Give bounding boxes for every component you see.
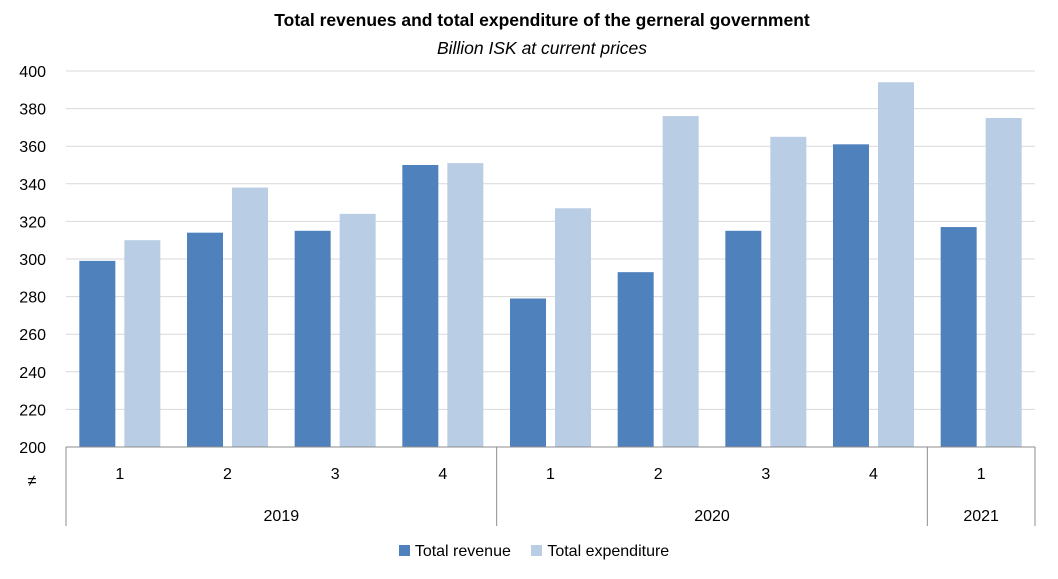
bar-expenditure <box>555 208 591 447</box>
x-group-label: 2021 <box>963 508 999 525</box>
bar-revenue <box>402 165 438 447</box>
x-group-label: 2019 <box>264 508 300 525</box>
legend-label-revenue: Total revenue <box>415 543 511 560</box>
y-tick-label: 320 <box>19 214 46 231</box>
x-tick-label: 4 <box>869 466 878 483</box>
y-tick-label: 340 <box>19 177 46 194</box>
x-tick-label: 4 <box>438 466 447 483</box>
bar-expenditure <box>878 82 914 447</box>
bar-revenue <box>725 231 761 447</box>
bar-revenue <box>187 233 223 447</box>
axis-break-icon: ≠ <box>28 473 37 490</box>
legend: Total revenue Total expenditure <box>0 543 1058 561</box>
bar-revenue <box>295 231 331 447</box>
bar-expenditure <box>447 163 483 447</box>
legend-label-expenditure: Total expenditure <box>547 543 669 560</box>
bar-expenditure <box>986 118 1022 447</box>
chart-canvas: 200 220 240 260 280 300 320 340 360 380 400 1 2 3 4 1 2 3… <box>0 0 1058 579</box>
y-tick-label: 300 <box>19 252 46 269</box>
bars <box>79 82 1021 447</box>
y-tick-label: 220 <box>19 402 46 419</box>
bar-revenue <box>79 261 115 447</box>
bar-revenue <box>941 227 977 447</box>
legend-swatch-revenue <box>399 545 410 556</box>
bar-expenditure <box>770 137 806 447</box>
bar-expenditure <box>663 116 699 447</box>
y-tick-label: 400 <box>19 64 46 81</box>
x-tick-label: 3 <box>761 466 770 483</box>
x-tick-label: 2 <box>223 466 232 483</box>
bar-expenditure <box>232 188 268 447</box>
legend-item-revenue: Total revenue <box>399 543 511 561</box>
legend-item-expenditure: Total expenditure <box>531 543 669 561</box>
x-tick-label: 3 <box>331 466 340 483</box>
bar-revenue <box>618 272 654 447</box>
x-tick-label: 1 <box>546 466 555 483</box>
x-tick-label: 2 <box>654 466 663 483</box>
y-tick-label: 260 <box>19 327 46 344</box>
bar-revenue <box>510 298 546 447</box>
y-tick-label: 380 <box>19 102 46 119</box>
x-tick-label: 1 <box>115 466 124 483</box>
legend-swatch-expenditure <box>531 545 542 556</box>
y-tick-label: 240 <box>19 365 46 382</box>
x-tick-label: 1 <box>977 466 986 483</box>
bar-expenditure <box>340 214 376 447</box>
y-tick-label: 360 <box>19 139 46 156</box>
x-group-label: 2020 <box>694 508 730 525</box>
bar-revenue <box>833 144 869 447</box>
y-tick-label: 280 <box>19 290 46 307</box>
bar-expenditure <box>124 240 160 447</box>
axes <box>66 447 1035 526</box>
y-tick-label: 200 <box>19 440 46 457</box>
